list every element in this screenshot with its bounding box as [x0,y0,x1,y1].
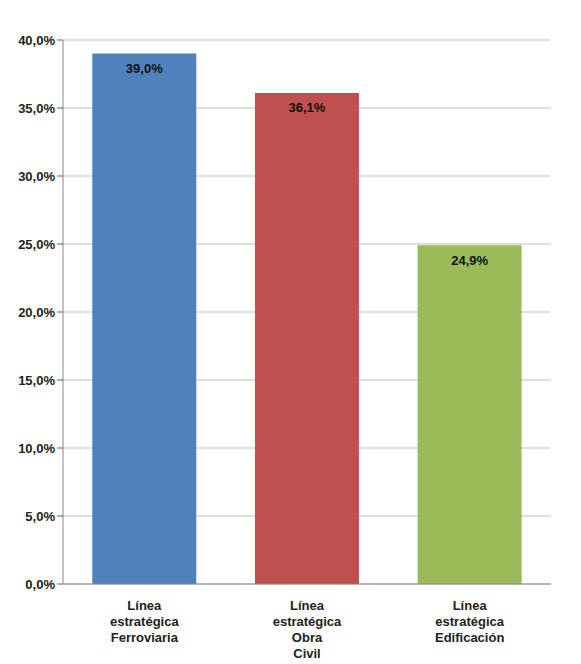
svg-text:24,9%: 24,9% [451,253,488,268]
svg-text:25,0%: 25,0% [18,237,55,252]
svg-text:LíneaestratégicaFerroviaria: LíneaestratégicaFerroviaria [110,598,179,645]
svg-text:LíneaestratégicaObraCivil: LíneaestratégicaObraCivil [273,598,342,661]
svg-text:35,0%: 35,0% [18,101,55,116]
svg-text:15,0%: 15,0% [18,373,55,388]
svg-text:40,0%: 40,0% [18,33,55,48]
svg-text:36,1%: 36,1% [289,100,326,115]
svg-text:30,0%: 30,0% [18,169,55,184]
svg-text:0,0%: 0,0% [25,577,55,592]
svg-text:LíneaestratégicaEdificación: LíneaestratégicaEdificación [435,598,505,645]
svg-text:5,0%: 5,0% [25,509,55,524]
svg-text:10,0%: 10,0% [18,441,55,456]
svg-text:20,0%: 20,0% [18,305,55,320]
svg-text:39,0%: 39,0% [126,61,163,76]
